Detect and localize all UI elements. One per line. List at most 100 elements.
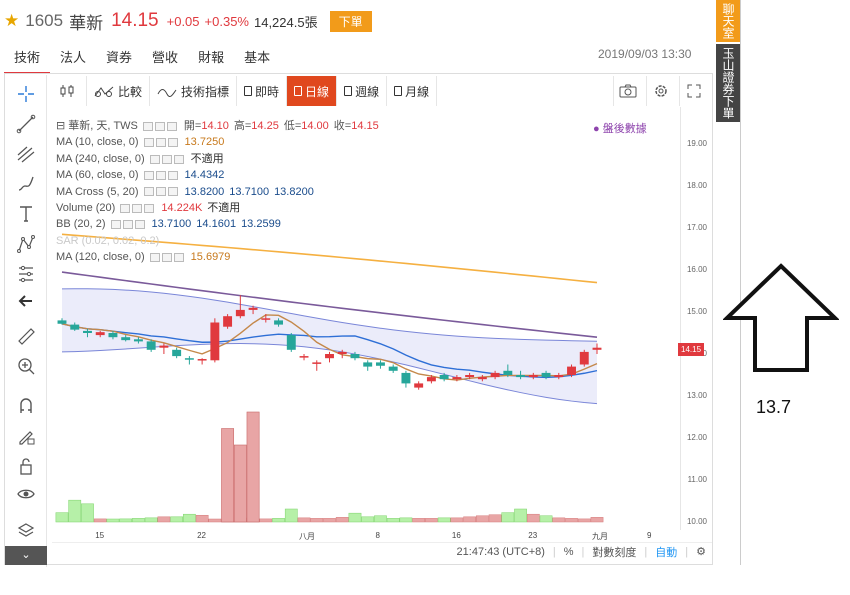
x-tick-label: 9 bbox=[647, 531, 652, 540]
ma120-line bbox=[61, 233, 598, 284]
open-value: 14.10 bbox=[201, 120, 229, 132]
panel-divider bbox=[740, 0, 741, 565]
x-tick-label: 15 bbox=[95, 531, 105, 540]
legend-controls[interactable] bbox=[120, 203, 156, 213]
x-tick-label: 23 bbox=[528, 531, 538, 540]
tab-institutional[interactable]: 法人 bbox=[60, 50, 87, 65]
close-label: 收= bbox=[333, 120, 352, 132]
legend-controls[interactable] bbox=[149, 252, 186, 262]
candle-body bbox=[159, 345, 169, 348]
compare-button[interactable]: 比較 bbox=[87, 76, 151, 106]
chat-room-tab[interactable]: 聊天室 bbox=[716, 0, 740, 42]
candle-style-button[interactable] bbox=[52, 76, 87, 106]
volume-bar bbox=[144, 517, 158, 523]
brush-icon[interactable] bbox=[15, 173, 37, 195]
chart-toolbar: 比較 技術指標 即時 日線 週線 月線 bbox=[52, 76, 712, 106]
legend-controls[interactable] bbox=[143, 187, 180, 197]
y-tick-label: 15.00 bbox=[686, 307, 707, 316]
pattern-tool-icon[interactable] bbox=[15, 233, 37, 255]
macross-value-1: 13.8200 bbox=[184, 185, 225, 198]
auto-scale-toggle[interactable]: 自動 bbox=[655, 546, 678, 559]
interval-monthly[interactable]: 月線 bbox=[387, 76, 438, 106]
tab-financials[interactable]: 財報 bbox=[198, 50, 225, 65]
log-scale-toggle[interactable]: 對數刻度 bbox=[592, 546, 637, 559]
status-bar: 21:47:43 (UTC+8) | % | 對數刻度 | 自動 | ⚙ bbox=[52, 542, 712, 560]
scroll-down-icon[interactable]: ⌄ bbox=[5, 546, 47, 565]
current-price-label: 14.15 bbox=[678, 343, 705, 356]
tab-technical[interactable]: 技術 bbox=[4, 44, 51, 74]
volume-bar bbox=[68, 499, 82, 523]
zoom-in-icon[interactable] bbox=[15, 355, 37, 377]
tab-revenue[interactable]: 營收 bbox=[152, 50, 179, 65]
draw-lock-icon[interactable] bbox=[15, 425, 37, 447]
lock-icon[interactable] bbox=[15, 455, 37, 477]
volume-bar bbox=[259, 518, 273, 523]
prediction-tool-icon[interactable] bbox=[15, 263, 37, 285]
interval-daily[interactable]: 日線 bbox=[287, 76, 338, 106]
time-axis[interactable]: 15 22 八月 8 16 23 九月 9 bbox=[52, 529, 712, 542]
gear-icon[interactable] bbox=[646, 76, 679, 106]
bollinger-upper-line bbox=[61, 288, 598, 342]
legend-controls[interactable] bbox=[149, 154, 186, 164]
layers-icon[interactable] bbox=[15, 520, 37, 542]
tab-basic[interactable]: 基本 bbox=[244, 50, 271, 65]
interval-weekly[interactable]: 週線 bbox=[337, 76, 388, 106]
legend-controls[interactable] bbox=[143, 170, 180, 180]
legend-controls[interactable] bbox=[143, 138, 180, 148]
volume-bar bbox=[590, 517, 604, 523]
interval-icon bbox=[294, 86, 303, 96]
volume-bar bbox=[55, 512, 69, 523]
candle-body bbox=[465, 375, 475, 378]
trend-line-icon[interactable] bbox=[15, 113, 37, 135]
legend-controls[interactable] bbox=[142, 121, 179, 131]
candle-body bbox=[299, 356, 309, 358]
trade-button[interactable]: 下單 bbox=[329, 10, 372, 32]
volume-bar bbox=[132, 518, 145, 523]
candle-body bbox=[554, 375, 564, 378]
legend-ma60: MA (60, close, 0) 14.4342 bbox=[56, 167, 379, 183]
interval-intraday[interactable]: 即時 bbox=[237, 76, 288, 106]
x-tick-label: 8 bbox=[375, 531, 380, 540]
broker-order-tab[interactable]: 玉山證券下單 bbox=[716, 44, 740, 122]
price-chart[interactable] bbox=[52, 107, 680, 530]
indicators-button[interactable]: 技術指標 bbox=[150, 76, 238, 106]
y-tick-label: 10.00 bbox=[686, 517, 707, 526]
text-tool-icon[interactable] bbox=[15, 203, 37, 225]
tab-margin[interactable]: 資券 bbox=[106, 50, 133, 65]
fullscreen-icon[interactable] bbox=[679, 76, 712, 106]
volume-bar bbox=[93, 518, 107, 523]
candle-body bbox=[172, 349, 182, 357]
price-axis[interactable]: 19.0018.0017.0016.0015.0014.0013.0012.00… bbox=[680, 107, 712, 530]
candle-body bbox=[439, 375, 449, 380]
collapse-icon[interactable]: ⊟ bbox=[56, 120, 66, 132]
settings-icon[interactable]: ⚙ bbox=[696, 546, 706, 558]
back-arrow-icon[interactable] bbox=[15, 290, 37, 312]
camera-icon[interactable] bbox=[613, 76, 646, 106]
volume-bar bbox=[361, 516, 375, 523]
candle-body bbox=[375, 362, 385, 366]
legend-controls[interactable] bbox=[110, 220, 147, 230]
volume-bar bbox=[106, 518, 120, 523]
candle-body bbox=[490, 372, 500, 378]
y-tick-label: 16.00 bbox=[686, 265, 707, 274]
volume-bar bbox=[526, 513, 540, 523]
favorite-star-icon[interactable]: ★ bbox=[4, 11, 20, 30]
eye-icon[interactable] bbox=[15, 483, 37, 505]
chart-frame bbox=[4, 73, 713, 565]
percent-scale-toggle[interactable]: % bbox=[563, 545, 574, 558]
section-tabs: 技術 法人 資券 營收 財報 基本 bbox=[4, 44, 280, 74]
candle-body bbox=[261, 318, 271, 320]
data-timestamp: 2019/09/03 13:30 bbox=[598, 47, 692, 61]
stock-name: 華新 bbox=[69, 13, 104, 33]
magnet-icon[interactable] bbox=[15, 395, 37, 417]
crosshair-icon[interactable] bbox=[15, 83, 37, 105]
candle-body bbox=[337, 351, 347, 354]
candle-body bbox=[592, 347, 602, 350]
y-tick-label: 12.00 bbox=[686, 433, 707, 442]
legend-ma240: MA (240, close, 0) 不適用 bbox=[56, 151, 379, 167]
price-change: +0.05 bbox=[166, 13, 200, 29]
interval-icon bbox=[344, 86, 353, 96]
ruler-icon[interactable] bbox=[15, 325, 37, 347]
candle-style-icon bbox=[60, 85, 74, 97]
fib-tool-icon[interactable] bbox=[15, 143, 37, 165]
